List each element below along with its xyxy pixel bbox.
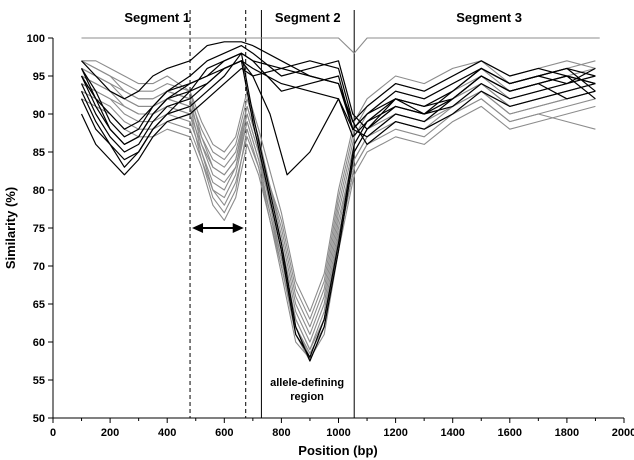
x-tick-label: 600 bbox=[215, 427, 233, 439]
black-series-group bbox=[80, 41, 596, 362]
series-line-9 bbox=[80, 52, 596, 362]
y-tick-label: 100 bbox=[27, 33, 45, 45]
x-axis-title: Position (bp) bbox=[298, 443, 377, 458]
y-tick-label: 75 bbox=[33, 223, 45, 235]
y-tick-label: 80 bbox=[33, 185, 45, 197]
x-tick-label: 0 bbox=[50, 427, 56, 439]
y-tick-label: 70 bbox=[33, 261, 45, 273]
segment-label-2: Segment 2 bbox=[275, 10, 341, 25]
y-tick-label: 65 bbox=[33, 299, 45, 311]
x-tick-label: 400 bbox=[158, 427, 176, 439]
series-line-10 bbox=[80, 60, 596, 358]
x-tick-label: 2000 bbox=[612, 427, 634, 439]
x-tick-label: 1000 bbox=[326, 427, 350, 439]
gray-series-group bbox=[81, 37, 600, 362]
x-tick-label: 200 bbox=[101, 427, 119, 439]
segment-boundaries bbox=[189, 10, 355, 418]
y-tick-label: 55 bbox=[33, 375, 45, 387]
y-tick-label: 50 bbox=[33, 413, 45, 425]
x-axis-ticks: 0 200 400 600 800 1000 1200 1400 1600 1800 2000 bbox=[50, 418, 634, 439]
segment-labels: Segment 1 Segment 2 Segment 3 bbox=[124, 10, 522, 25]
arrow-head-left bbox=[192, 223, 204, 233]
y-axis-ticks: 50 55 60 65 70 75 80 85 90 95 100 bbox=[27, 33, 53, 425]
y-tick-label: 95 bbox=[33, 71, 45, 83]
x-tick-label: 1800 bbox=[555, 427, 579, 439]
annotation-line-1: allele-defining bbox=[270, 377, 344, 389]
x-tick-label: 1200 bbox=[383, 427, 407, 439]
segment-label-3: Segment 3 bbox=[456, 10, 522, 25]
x-tick-label: 1600 bbox=[498, 427, 522, 439]
segment-label-1: Segment 1 bbox=[124, 10, 190, 25]
series-line-2 bbox=[81, 41, 596, 123]
series-line-15 bbox=[81, 60, 596, 335]
y-tick-label: 60 bbox=[33, 337, 45, 349]
series-line-20 bbox=[81, 60, 596, 313]
range-arrow bbox=[192, 223, 244, 233]
y-tick-label: 85 bbox=[33, 147, 45, 159]
x-tick-label: 1400 bbox=[440, 427, 464, 439]
y-axis-title: Similarity (%) bbox=[3, 187, 18, 269]
annotation-line-2: region bbox=[290, 391, 324, 403]
arrow-head-right bbox=[232, 223, 244, 233]
x-tick-label: 800 bbox=[272, 427, 290, 439]
series-line-1 bbox=[81, 37, 600, 54]
y-tick-label: 90 bbox=[33, 109, 45, 121]
series-line-5 bbox=[80, 60, 596, 153]
series-line-3 bbox=[80, 44, 596, 130]
